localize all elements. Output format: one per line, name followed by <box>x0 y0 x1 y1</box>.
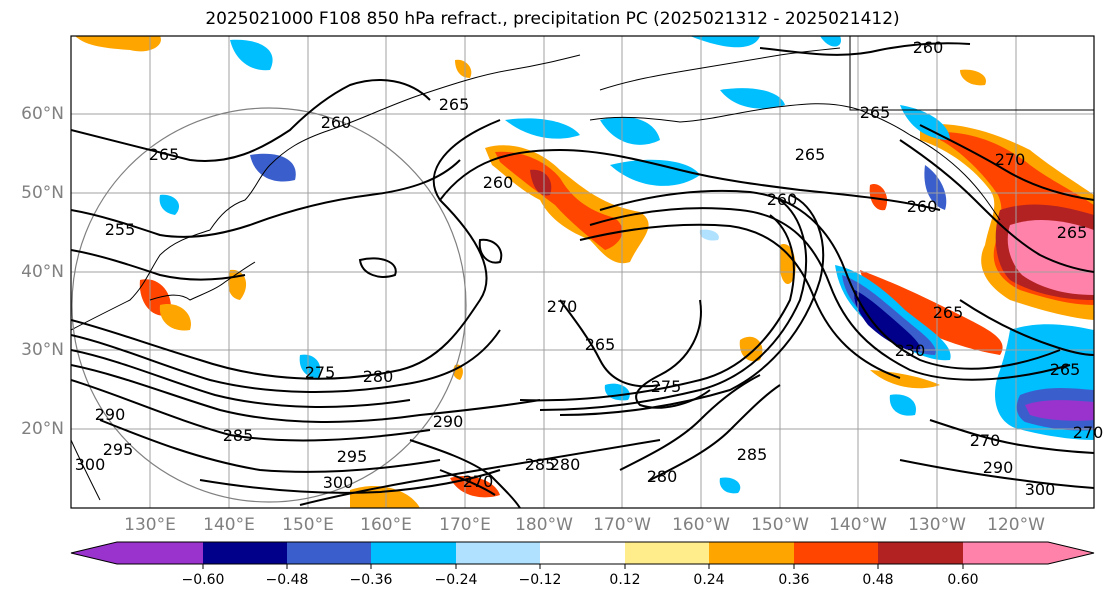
colorbar-tick-label: −0.12 <box>518 572 562 588</box>
contour-label: 290 <box>983 458 1014 477</box>
contour-label: 290 <box>433 412 464 431</box>
contour-label: 270 <box>1073 423 1104 442</box>
contour-label: 260 <box>907 197 938 216</box>
contour-label: 260 <box>913 38 944 57</box>
colorbar <box>70 541 1095 569</box>
colorbar-segment <box>371 542 456 564</box>
contour-label: 265 <box>149 145 180 164</box>
contour-label: 265 <box>439 95 470 114</box>
lon-label: 160°E <box>360 515 412 535</box>
colorbar-segment <box>71 542 117 564</box>
contour-label: 265 <box>860 103 891 122</box>
contour-label: 265 <box>1050 360 1081 379</box>
lon-label: 160°W <box>672 515 730 535</box>
contour-label: 280 <box>647 467 678 486</box>
contour-label: 290 <box>95 405 126 424</box>
colorbar-segment <box>1048 542 1094 564</box>
colorbar-tick-label: −0.36 <box>349 572 393 588</box>
colorbar-segment <box>456 542 540 564</box>
lat-label: 30°N <box>21 340 64 360</box>
contour-label: 265 <box>585 335 616 354</box>
lon-label: 150°E <box>282 515 334 535</box>
colorbar-outline <box>70 541 1095 565</box>
contour-lines <box>71 42 1094 508</box>
colorbar-tick-label: −0.48 <box>265 572 309 588</box>
contour-label: 230 <box>895 341 926 360</box>
colorbar-tick-label: 0.60 <box>947 572 979 588</box>
colorbar-segment <box>203 542 287 564</box>
colorbar-tick-label: 0.12 <box>609 572 641 588</box>
contour-label: 285 <box>525 455 556 474</box>
colorbar-segment <box>287 542 371 564</box>
contour-label: 280 <box>363 367 394 386</box>
map-frame <box>70 35 1095 509</box>
lat-label: 40°N <box>21 262 64 282</box>
projection-circle <box>71 107 467 503</box>
contour-label-group: 260 265 265 260 265 260 260 270 265 260 … <box>75 38 1104 499</box>
lon-label: 170°E <box>439 515 491 535</box>
colorbar-segment <box>117 542 203 564</box>
colorbar-segment <box>540 542 625 564</box>
contour-label: 285 <box>737 445 768 464</box>
contour-label: 295 <box>103 440 134 459</box>
contour-label: 260 <box>483 173 514 192</box>
contour-label: 285 <box>223 426 254 445</box>
contour-label: 300 <box>75 455 106 474</box>
contour-label: 265 <box>795 145 826 164</box>
contour-label: 260 <box>321 113 352 132</box>
contour-label: 275 <box>305 363 336 382</box>
lon-label: 140°W <box>829 515 887 535</box>
contour-label: 265 <box>933 303 964 322</box>
lon-label: 120°W <box>987 515 1045 535</box>
contour-label: 300 <box>323 473 354 492</box>
contour-label: 265 <box>1057 223 1088 242</box>
contour-label: 270 <box>463 472 494 491</box>
colorbar-tick-label: 0.36 <box>778 572 810 588</box>
graticule <box>71 36 1094 508</box>
lon-label: 180°W <box>515 515 573 535</box>
lat-label: 60°N <box>21 104 64 124</box>
colorbar-segment <box>709 542 794 564</box>
lon-label: 150°W <box>751 515 809 535</box>
colorbar-segment <box>878 542 963 564</box>
lon-label: 130°W <box>908 515 966 535</box>
colorbar-segment <box>794 542 878 564</box>
lat-label: 50°N <box>21 183 64 203</box>
contour-label: 300 <box>1025 480 1056 499</box>
colorbar-tick-label: 0.24 <box>693 572 725 588</box>
lon-label: 170°W <box>593 515 651 535</box>
contour-label: 255 <box>105 220 136 239</box>
contour-label: 275 <box>651 377 682 396</box>
lat-label: 20°N <box>21 419 64 439</box>
colorbar-tick-label: −0.60 <box>181 572 225 588</box>
colorbar-segment <box>625 542 709 564</box>
lon-label: 130°E <box>124 515 176 535</box>
colorbar-tick-label: 0.48 <box>862 572 894 588</box>
contour-label: 260 <box>767 190 798 209</box>
contour-label: 270 <box>547 297 578 316</box>
contour-label: 270 <box>970 431 1001 450</box>
contour-label: 270 <box>995 150 1026 169</box>
contour-label: 280 <box>550 455 581 474</box>
coastlines <box>71 36 1094 501</box>
colorbar-tick-label: −0.24 <box>434 572 478 588</box>
lon-label: 140°E <box>203 515 255 535</box>
colorbar-segment <box>963 542 1048 564</box>
map-title: 2025021000 F108 850 hPa refract., precip… <box>205 9 900 29</box>
contour-label: 295 <box>337 447 368 466</box>
